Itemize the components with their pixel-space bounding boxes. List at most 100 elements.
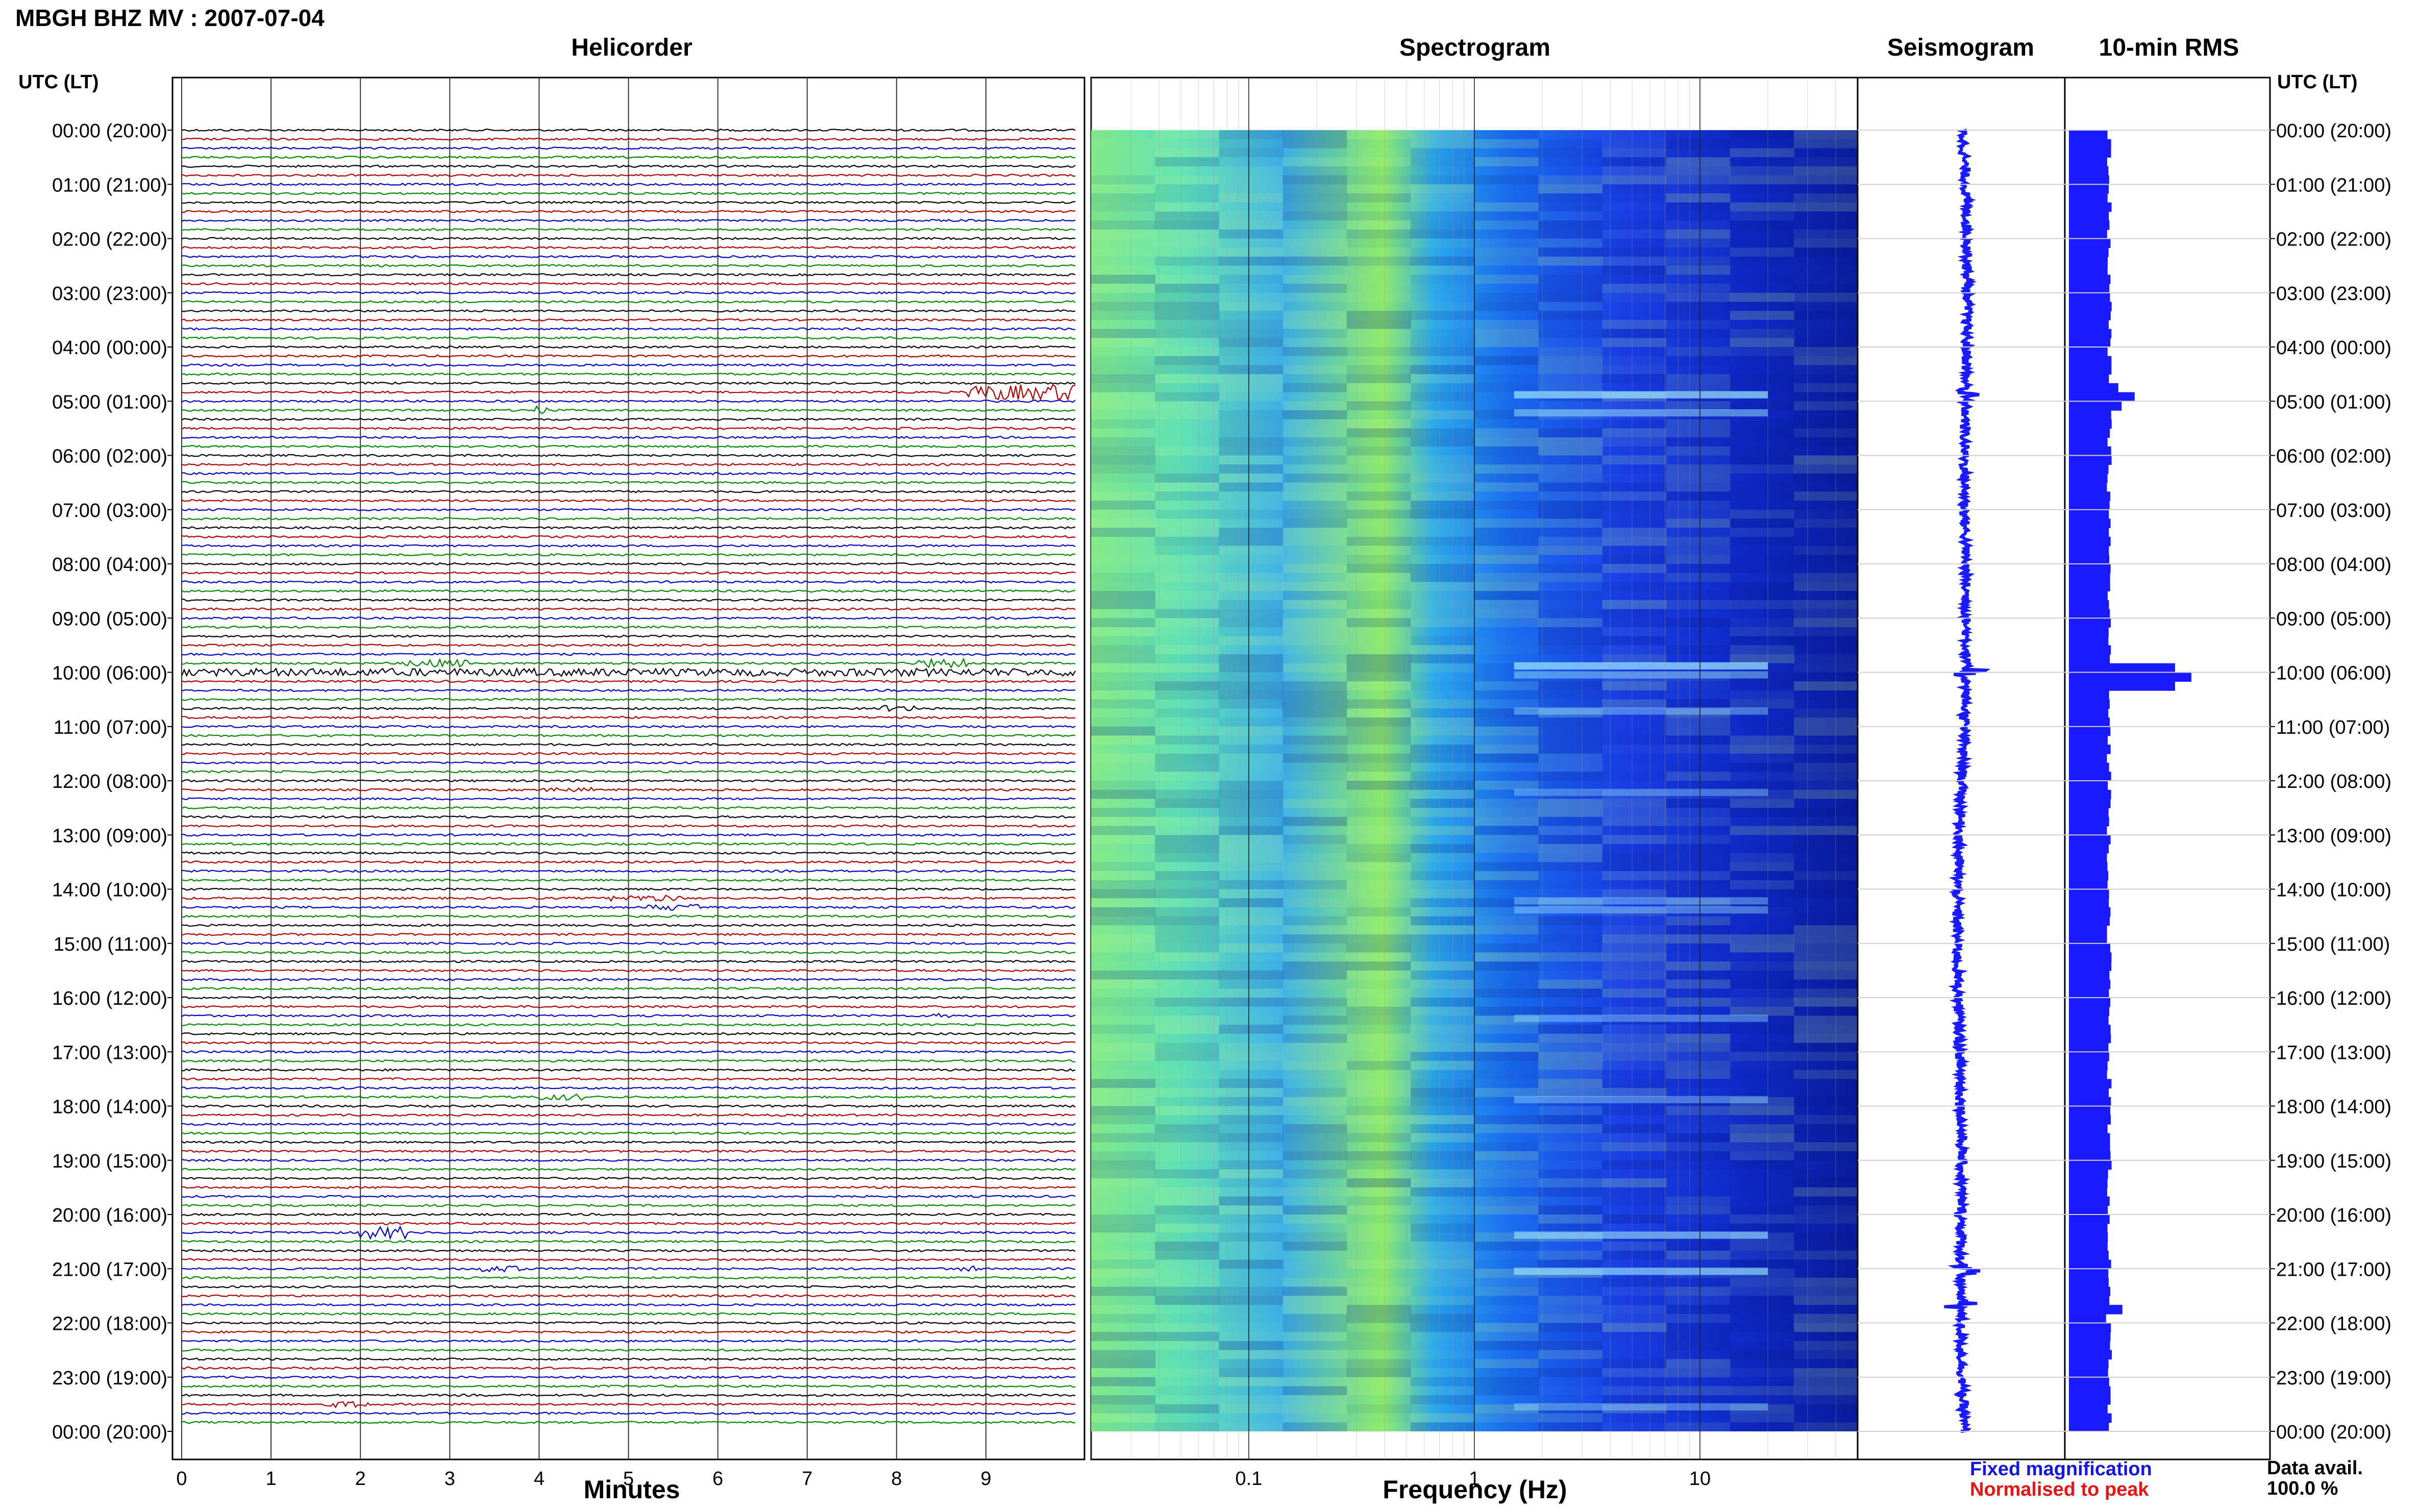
spectrogram-cell [1538, 446, 1603, 456]
spectrogram-cell [1602, 491, 1667, 501]
spectrogram-cell [1474, 1160, 1539, 1170]
spectrogram-cell [1602, 1413, 1667, 1423]
spectrogram-cell [1155, 835, 1220, 844]
spectrogram-cell [1474, 238, 1539, 248]
spectrogram-cell [1474, 347, 1539, 356]
spectrogram-cell [1474, 1151, 1539, 1160]
spectrogram-cell [1091, 410, 1156, 419]
spectrogram-cell [1282, 762, 1347, 772]
rms-bar [2069, 708, 2109, 718]
rms-bar [2069, 193, 2108, 203]
spectrogram-cell [1282, 1377, 1347, 1386]
spectrogram-cell [1346, 781, 1411, 790]
spectrogram-cell [1346, 1205, 1411, 1214]
spectrogram-cell [1091, 663, 1156, 673]
hour-label-left: 09:00 (05:00) [52, 608, 167, 630]
spectrogram-cell [1474, 672, 1539, 682]
spectrogram-cell [1474, 1006, 1539, 1016]
spectrogram-cell [1730, 1178, 1794, 1187]
spectrogram-cell [1091, 157, 1156, 166]
spectrogram-cell [1410, 808, 1475, 817]
rms-bar [2069, 356, 2112, 366]
spectrogram-cell [1410, 889, 1475, 899]
spectrogram-cell [1794, 365, 1858, 374]
rms-bar [2069, 816, 2109, 827]
spectrogram-cell [1091, 1422, 1155, 1431]
helicorder-trace [181, 462, 1076, 466]
hour-label-left: 22:00 (18:00) [52, 1313, 167, 1335]
spectrogram-cell [1155, 979, 1220, 989]
spectrogram-cell [1219, 753, 1283, 763]
spectrogram-cell [1091, 528, 1156, 537]
spectrogram-cell [1219, 555, 1283, 564]
rms-bar [2069, 1124, 2108, 1134]
helicorder-trace [181, 797, 1076, 801]
spectrogram-cell [1666, 1025, 1731, 1034]
helicorder-trace [181, 634, 1076, 638]
spectrogram-cell [1474, 1269, 1539, 1278]
spectrogram-cell [1410, 1313, 1475, 1323]
spectrogram-cell [1474, 762, 1539, 772]
spectrogram-cell [1538, 979, 1603, 989]
spectrogram-cell [1666, 961, 1731, 971]
spectrogram-cell [1219, 392, 1283, 402]
spectrogram-cell [1793, 139, 1858, 148]
spectrogram-cell [1666, 256, 1731, 266]
data-availability-value: 100.0 % [2267, 1478, 2338, 1499]
spectrogram-cell [1219, 871, 1283, 880]
rms-bar [2069, 916, 2110, 926]
spectrogram-cell [1538, 1395, 1602, 1404]
spectrogram-cell [1538, 347, 1603, 356]
spectrogram-cell [1155, 1133, 1220, 1143]
spectrogram-cell [1474, 319, 1539, 329]
spectrogram-cell [1538, 1350, 1603, 1359]
spectrogram-cell [1155, 446, 1220, 456]
spectrogram-cell [1602, 1070, 1667, 1079]
spectrogram-cell [1538, 1214, 1603, 1224]
spectrogram-cell [1793, 1368, 1858, 1377]
spectrogram-cell [1346, 1160, 1411, 1170]
spectrogram-cell [1219, 1323, 1283, 1332]
spectrogram-cell [1666, 1007, 1731, 1016]
spectrogram-cell [1155, 582, 1220, 591]
spectrogram-cell [1602, 988, 1667, 998]
spectrogram-cell [1793, 1133, 1858, 1143]
spectrogram-cell [1219, 862, 1283, 872]
spectrogram-cell [1666, 193, 1731, 203]
spectrogram-cell [1219, 1178, 1283, 1187]
spectrogram-cell [1091, 437, 1156, 447]
spectrogram-cell [1091, 835, 1156, 844]
spectrogram-cell [1730, 202, 1794, 212]
spectrogram-cell [1794, 1305, 1858, 1314]
spectrogram-cell [1346, 193, 1411, 203]
spectrogram-cell [1474, 546, 1539, 555]
spectrogram-cell [1091, 1395, 1156, 1404]
spectrogram-cell [1666, 1133, 1731, 1143]
spectrogram-cell [1538, 437, 1603, 447]
spectrogram-cell [1283, 220, 1347, 230]
spectrogram-cell [1602, 1060, 1667, 1070]
spectrogram-cell [1282, 428, 1347, 438]
hour-label-right: 15:00 (11:00) [2276, 934, 2390, 955]
spectrogram-cell [1410, 256, 1475, 266]
spectrogram-cell [1219, 816, 1283, 826]
spectrogram-cell [1474, 1314, 1539, 1323]
spectrogram-cell [1283, 1260, 1347, 1269]
spectrogram-cell [1793, 292, 1858, 302]
spectrogram-cell [1155, 157, 1220, 166]
spectrogram-cell [1346, 636, 1411, 646]
rms-bar [2069, 618, 2111, 628]
spectrogram-cell [1602, 609, 1667, 618]
spectrogram-cell [1410, 772, 1475, 781]
spectrogram-cell [1219, 1314, 1283, 1323]
spectrogram-cell [1474, 311, 1539, 320]
spectrogram-cell [1793, 130, 1858, 139]
spectrogram-cell [1793, 175, 1858, 185]
spectrogram-cell [1474, 726, 1539, 736]
spectrogram-cell [1346, 1088, 1411, 1097]
spectrogram-cell [1793, 1043, 1858, 1052]
spectrogram-cell [1410, 699, 1475, 709]
spectrogram-cell [1538, 1259, 1603, 1269]
spectrogram-cell [1155, 1314, 1219, 1323]
spectrogram-cell [1538, 880, 1603, 889]
